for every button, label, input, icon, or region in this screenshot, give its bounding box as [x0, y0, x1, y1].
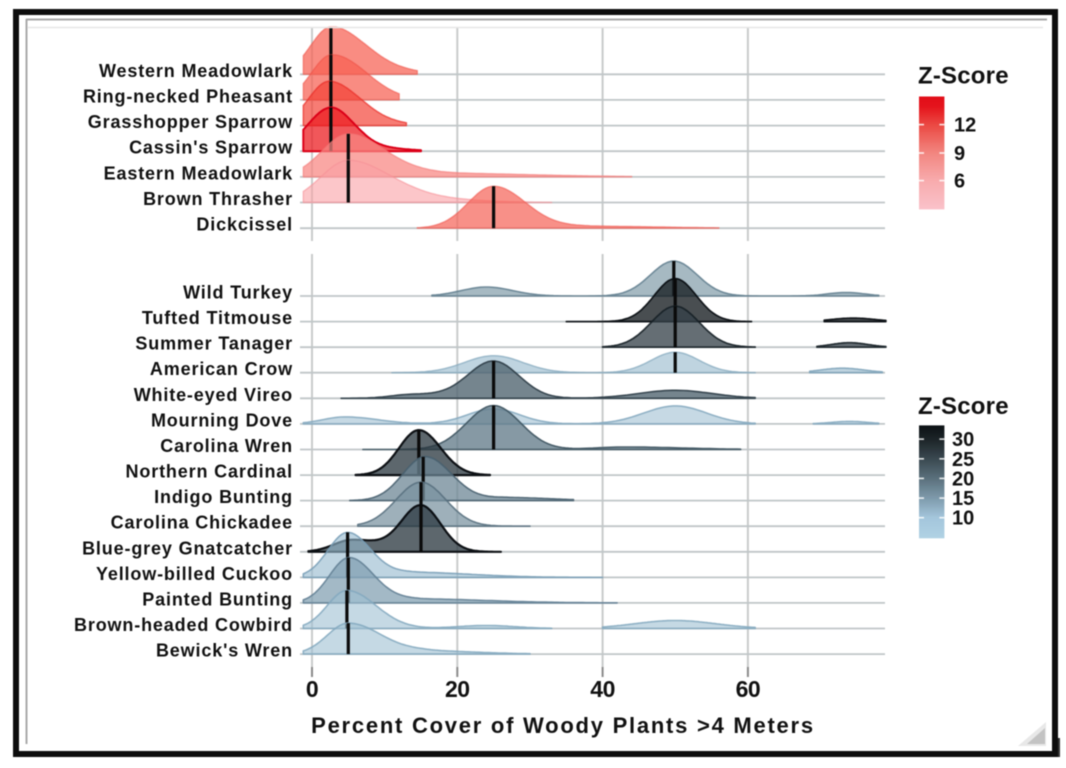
svg-text:Tufted Titmouse: Tufted Titmouse [142, 308, 293, 328]
svg-text:Western Meadowlark: Western Meadowlark [99, 61, 293, 81]
svg-text:Ring-necked Pheasant: Ring-necked Pheasant [83, 86, 293, 106]
svg-text:20: 20 [952, 468, 974, 490]
svg-text:American Crow: American Crow [150, 359, 293, 379]
svg-text:Carolina Chickadee: Carolina Chickadee [111, 513, 293, 533]
svg-text:Painted Bunting: Painted Bunting [142, 589, 293, 609]
svg-text:Indigo Bunting: Indigo Bunting [154, 487, 293, 507]
svg-text:Z-Score: Z-Score [918, 63, 1009, 90]
svg-text:15: 15 [952, 488, 974, 510]
svg-text:60: 60 [736, 676, 761, 702]
svg-text:Eastern Meadowlark: Eastern Meadowlark [104, 163, 294, 183]
svg-text:Brown Thrasher: Brown Thrasher [143, 189, 293, 209]
svg-text:Blue-grey Gnatcatcher: Blue-grey Gnatcatcher [82, 538, 293, 558]
svg-text:25: 25 [952, 449, 974, 471]
svg-text:6: 6 [954, 171, 965, 193]
svg-text:Cassin's Sparrow: Cassin's Sparrow [129, 138, 293, 158]
svg-text:20: 20 [445, 676, 470, 702]
svg-text:30: 30 [952, 429, 974, 451]
svg-text:Summer Tanager: Summer Tanager [135, 334, 293, 354]
svg-text:Bewick's Wren: Bewick's Wren [156, 641, 293, 661]
svg-text:Carolina Wren: Carolina Wren [160, 436, 293, 456]
svg-text:10: 10 [952, 508, 974, 530]
svg-text:0: 0 [306, 676, 318, 702]
svg-text:Mourning Dove: Mourning Dove [151, 410, 293, 430]
svg-text:Percent Cover of Woody Plants: Percent Cover of Woody Plants >4 Meters [311, 713, 815, 738]
svg-text:Yellow-billed Cuckoo: Yellow-billed Cuckoo [96, 564, 293, 584]
svg-text:9: 9 [954, 143, 965, 165]
svg-text:Z-Score: Z-Score [918, 393, 1009, 420]
svg-text:Grasshopper Sparrow: Grasshopper Sparrow [88, 112, 293, 132]
svg-text:Dickcissel: Dickcissel [196, 215, 293, 235]
svg-text:Brown-headed Cowbird: Brown-headed Cowbird [74, 615, 293, 635]
svg-text:Northern Cardinal: Northern Cardinal [126, 462, 293, 482]
svg-text:40: 40 [590, 676, 615, 702]
svg-text:12: 12 [954, 115, 976, 137]
svg-text:White-eyed Vireo: White-eyed Vireo [134, 385, 293, 405]
svg-text:Wild Turkey: Wild Turkey [183, 283, 293, 303]
